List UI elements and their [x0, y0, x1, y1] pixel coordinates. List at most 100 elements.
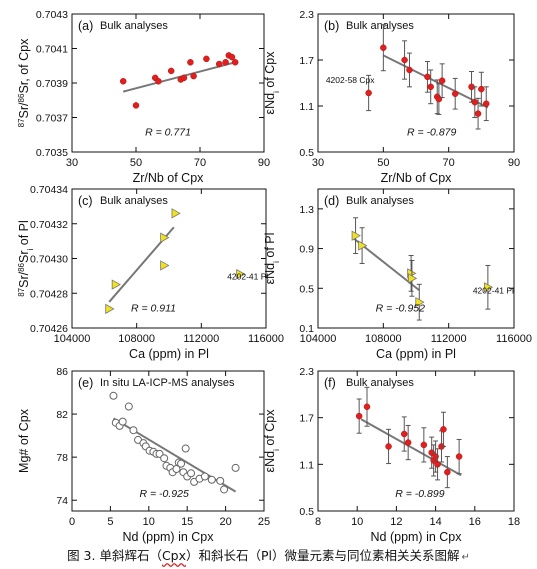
- point-annotation: 4202-41 Pl: [227, 271, 268, 281]
- x-tick-label: 90: [508, 157, 520, 169]
- y-axis-label: 87Sr/86Sri of Pl: [17, 220, 35, 297]
- y-axis-label-part: Sr: [17, 250, 31, 263]
- y-tick-label: 86: [56, 366, 68, 378]
- x-axis-label: Ca (ppm) in Pl: [129, 347, 209, 361]
- data-point: [129, 426, 138, 435]
- data-point: [118, 417, 127, 426]
- x-tick-label: 15: [181, 516, 193, 528]
- panel-e: 0 5 10 15 20 25 74 78 82 86 Nd (ppm) in Cpx Mg# of …: [17, 366, 270, 544]
- x-tick-label: 50: [377, 157, 389, 169]
- data-point: [404, 439, 412, 446]
- y-axis-label-part: Sr, of Cpx: [17, 38, 31, 94]
- data-point: [355, 412, 363, 420]
- data-point: [200, 472, 209, 481]
- y-axis-label-part: 86: [17, 93, 26, 102]
- x-axis-label: Zr/Nb of Cpx: [133, 171, 205, 185]
- y-tick-label: 1.1: [299, 459, 314, 471]
- caption-middle: ）和斜长石（Pl）微量元素与同位素相关关系图解: [186, 548, 460, 563]
- y-tick-label: 1.1: [299, 101, 314, 113]
- y-axis-label: εNdi of Cpx: [263, 409, 281, 473]
- data-point: [380, 44, 387, 51]
- panel-label: (a): [78, 19, 93, 33]
- data-point: [471, 98, 479, 106]
- plot-frame: [317, 13, 515, 153]
- x-tick-label: 10: [351, 516, 363, 528]
- data-point: [160, 260, 170, 271]
- y-axis-label-part: i: [272, 261, 281, 263]
- x-tick-label: 108000: [118, 333, 155, 345]
- x-tick-label: 116000: [248, 333, 284, 345]
- caption-cpx: Cpx: [161, 548, 187, 563]
- y-axis-label-part: εNd: [263, 93, 277, 115]
- y-tick-label: 0.70426: [30, 323, 68, 335]
- data-point: [171, 208, 181, 219]
- panel-label: (e): [78, 376, 93, 390]
- panel-title: Bulk analyses: [346, 377, 414, 389]
- data-point: [215, 60, 223, 68]
- y-tick-label: 0.7043: [36, 9, 68, 21]
- y-axis-label-part: Mg# of Cpx: [17, 408, 31, 473]
- correlation-stat: R = -0.879: [407, 126, 456, 138]
- x-tick-label: 8: [315, 516, 321, 528]
- data-point: [160, 454, 169, 463]
- y-tick-label: 0.7035: [36, 147, 68, 159]
- panel-title: Bulk analyses: [100, 20, 168, 32]
- y-axis-label-part: of Cpx: [263, 51, 277, 91]
- data-point: [216, 476, 225, 485]
- data-point: [351, 230, 361, 241]
- x-tick-label: 30: [312, 157, 324, 169]
- panel-a: 30 50 70 90 0.7035 0.7037 0.7039 0.7041 0.7043 Zr…: [17, 9, 271, 185]
- data-point: [440, 426, 447, 433]
- data-point: [231, 59, 239, 66]
- data-point: [190, 72, 197, 80]
- data-point: [181, 444, 190, 453]
- data-point: [406, 66, 413, 74]
- correlation-stat: R = -0.925: [139, 488, 188, 500]
- data-point: [177, 459, 186, 468]
- data-point: [180, 74, 188, 82]
- y-axis-label: 87Sr/86Sr, of Cpx: [17, 38, 32, 127]
- panel-d: 104000 108000 112000 116000 0.1 0.5 0.9 1.3 Ca (…: [263, 188, 532, 361]
- x-tick-label: 112000: [431, 333, 467, 345]
- data-point: [400, 430, 408, 438]
- y-tick-label: 0.7039: [36, 78, 68, 90]
- data-point: [155, 78, 162, 85]
- data-point: [160, 232, 170, 243]
- y-tick-label: 0.5: [299, 147, 314, 159]
- y-tick-label: 1.3: [299, 204, 314, 216]
- x-tick-label: 25: [258, 516, 270, 528]
- data-point: [111, 279, 121, 290]
- y-axis-label-part: 86: [17, 262, 26, 271]
- correlation-stat: R = -0.899: [395, 488, 444, 500]
- caption-return-mark: ↵: [461, 552, 470, 563]
- y-tick-label: 0.7037: [36, 113, 68, 125]
- y-tick-label: 1.7: [299, 55, 314, 67]
- panel-title: Bulk analyses: [346, 20, 414, 32]
- data-point: [203, 55, 210, 63]
- y-tick-label: 2.3: [299, 9, 314, 21]
- y-tick-label: 0.7041: [36, 44, 68, 56]
- y-axis-label-part: of Pl: [17, 220, 31, 249]
- panel-title: Bulk analyses: [346, 195, 414, 207]
- data-point: [105, 303, 115, 315]
- data-point: [222, 59, 229, 66]
- data-point: [167, 67, 175, 75]
- data-point: [424, 73, 431, 81]
- data-point: [124, 402, 133, 411]
- panel-title: Bulk analyses: [100, 195, 168, 207]
- x-tick-label: 108000: [365, 333, 402, 345]
- data-point: [207, 475, 216, 484]
- y-tick-label: 78: [56, 452, 68, 464]
- data-point: [401, 56, 408, 64]
- data-point: [478, 85, 485, 93]
- data-point: [427, 83, 434, 91]
- x-tick-label: 104000: [54, 333, 91, 345]
- x-tick-label: 5: [107, 516, 113, 528]
- data-point: [119, 78, 127, 85]
- data-point: [187, 59, 194, 66]
- data-point: [455, 453, 463, 460]
- data-point: [435, 95, 443, 103]
- y-axis-label-part: Sr/: [17, 271, 31, 288]
- data-point: [187, 469, 196, 478]
- data-point: [109, 391, 118, 400]
